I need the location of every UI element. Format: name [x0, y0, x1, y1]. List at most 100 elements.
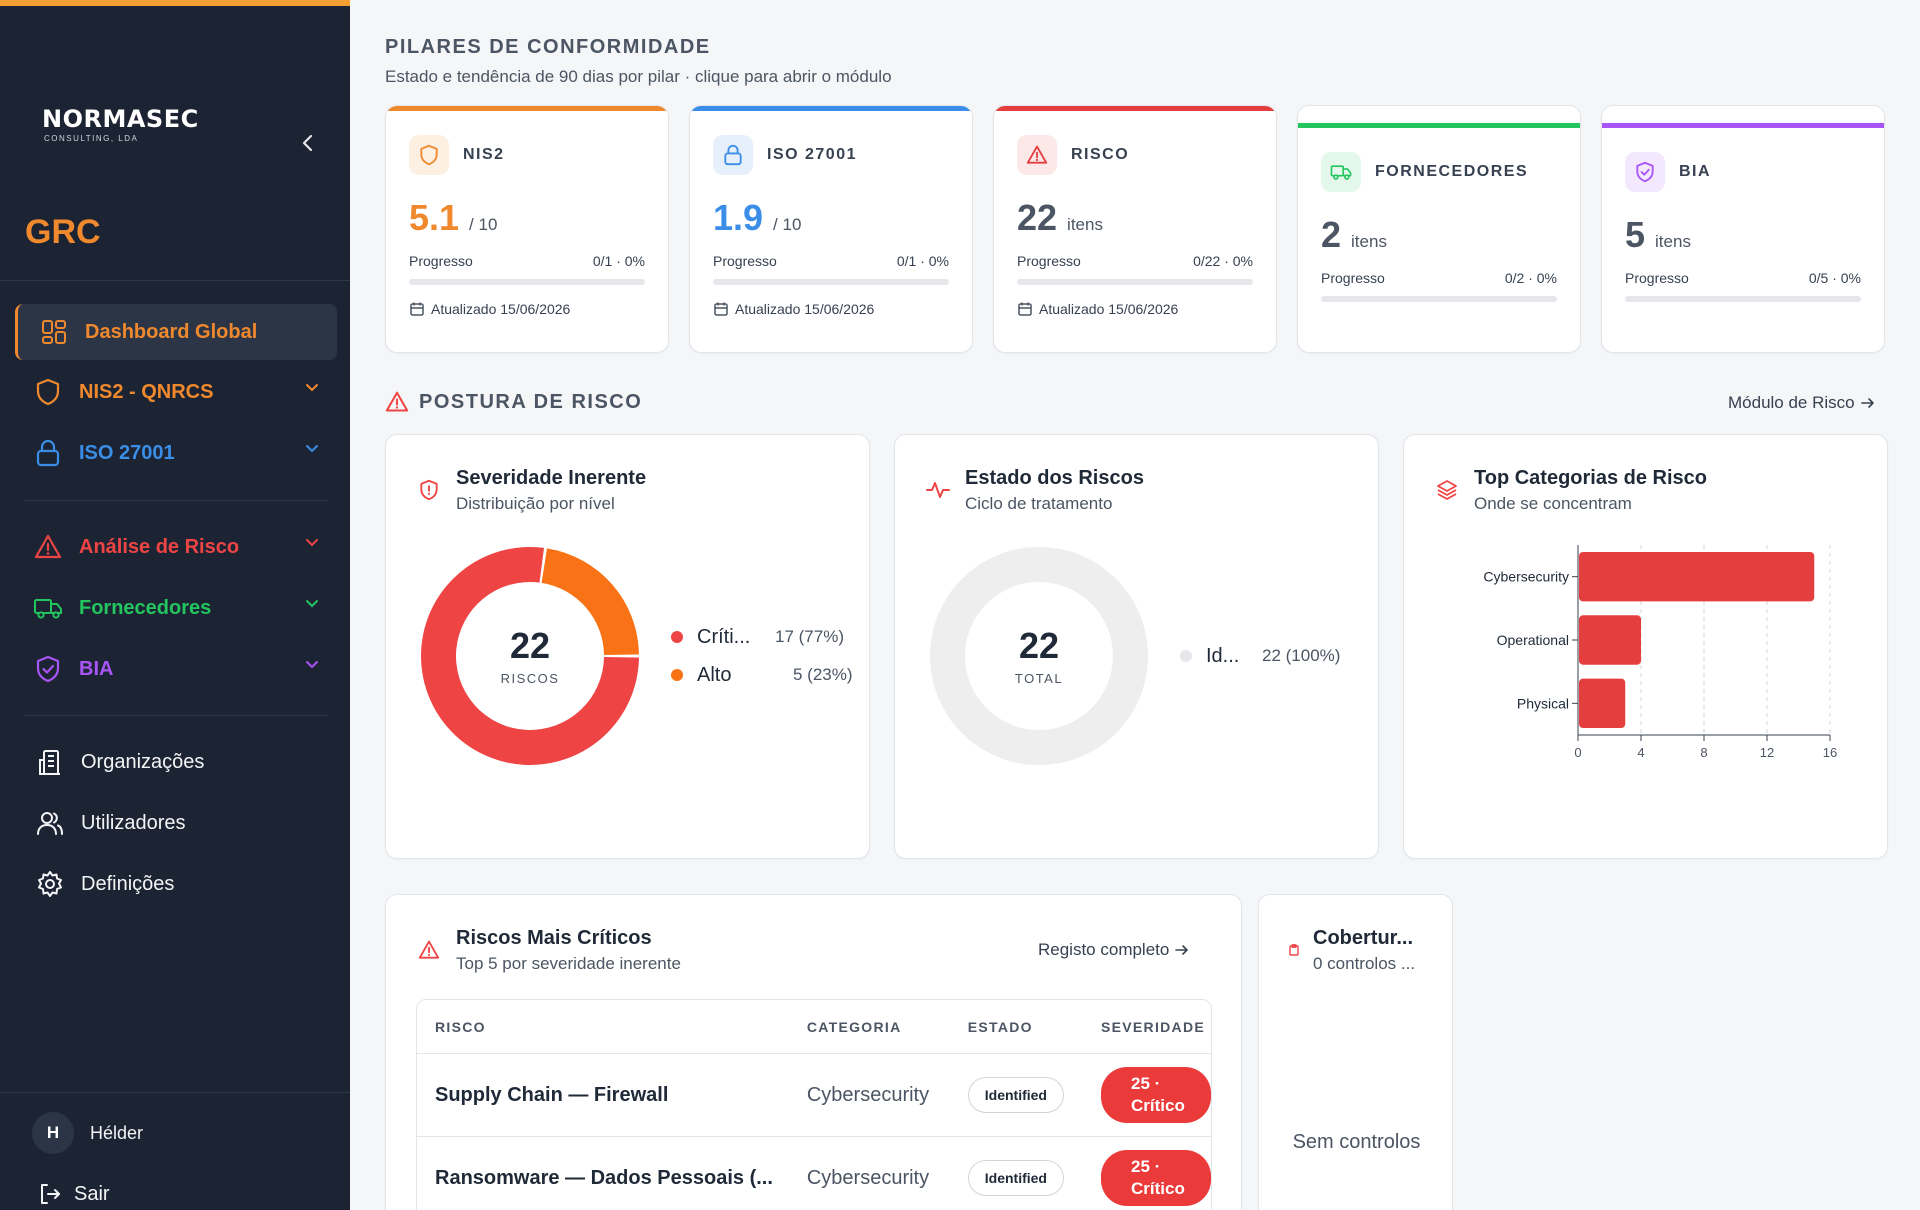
pillar-card-risco[interactable]: RISCO 22 itens Progresso 0/22 · 0% Atuali…	[993, 105, 1277, 353]
nav-label: Definições	[81, 872, 175, 895]
y-tick-label: Operational	[1497, 632, 1569, 648]
updated-date: Atualizado 15/06/2026	[735, 301, 875, 317]
pillar-card-fornecedores[interactable]: FORNECEDORES 2 itens Progresso 0/2 · 0%	[1297, 105, 1581, 353]
progress-label: Progresso	[1321, 270, 1385, 286]
pillars-section-title: PILARES DE CONFORMIDADE	[385, 36, 711, 58]
severity-label: Crítico	[1130, 1096, 1185, 1115]
gear-icon	[35, 869, 65, 899]
pillar-card-nis2[interactable]: NIS2 5.1 / 10 Progresso 0/1 · 0% Atualiza…	[385, 105, 669, 353]
nav-label: Análise de Risco	[79, 535, 240, 558]
progress-text: 0/2 · 0%	[1504, 270, 1557, 286]
logout-button[interactable]: Sair	[38, 1182, 110, 1206]
bar-Cybersecurity[interactable]	[1579, 551, 1815, 602]
collapse-sidebar-button[interactable]	[295, 130, 321, 156]
chevron-down-icon	[306, 384, 318, 392]
nav-utilizadores[interactable]: Utilizadores	[15, 795, 337, 851]
warning-icon	[1017, 135, 1057, 175]
x-tick-label: 4	[1637, 745, 1644, 760]
legend-name: Alto	[697, 663, 732, 686]
nav-nis2-qnrcs[interactable]: NIS2 - QNRCS	[15, 364, 337, 420]
legend-item: Críti... 17 (77%)	[671, 618, 853, 656]
x-tick-label: 8	[1700, 745, 1707, 760]
pillar-card-iso-27001[interactable]: ISO 27001 1.9 / 10 Progresso 0/1 · 0% Atu…	[689, 105, 973, 353]
nav-dashboard-global[interactable]: Dashboard Global	[15, 304, 337, 360]
nav-organizacoes[interactable]: Organizações	[15, 734, 337, 790]
card-title: Severidade Inerente	[456, 467, 647, 489]
column-header-severidade[interactable]: SEVERIDADE	[1082, 1000, 1211, 1054]
nav-definicoes[interactable]: Definições	[15, 856, 337, 912]
x-tick-label: 12	[1760, 745, 1774, 760]
severity-donut-chart	[421, 547, 639, 765]
calendar-icon	[1018, 302, 1032, 316]
card-subtitle: Distribuição por nível	[456, 494, 615, 513]
user-name: Hélder	[90, 1122, 144, 1143]
divider	[0, 280, 350, 281]
pillar-unit: itens	[1351, 232, 1387, 251]
pillar-name: FORNECEDORES	[1375, 163, 1529, 180]
y-tick-label: Cybersecurity	[1483, 569, 1569, 585]
donut-slice-Id...[interactable]	[930, 547, 1148, 765]
progress-text: 0/5 · 0%	[1808, 270, 1861, 286]
chevron-down-icon	[306, 445, 318, 453]
divider	[25, 500, 327, 501]
bar-Operational[interactable]	[1579, 615, 1641, 665]
risk-module-link[interactable]: Módulo de Risco	[1728, 393, 1875, 413]
nav-label: Fornecedores	[79, 596, 212, 619]
status-badge: Identified	[967, 1077, 1064, 1113]
layers-icon	[1434, 477, 1460, 503]
legend-value: 22 (100%)	[1262, 646, 1341, 665]
empty-state: Sem controlos	[1292, 1131, 1421, 1153]
severity-card: Severidade Inerente Distribuição por nív…	[385, 434, 870, 859]
progress-label: Progresso	[1625, 270, 1689, 286]
bar-Physical[interactable]	[1579, 678, 1626, 729]
pillar-card-bia[interactable]: BIA 5 itens Progresso 0/5 · 0%	[1601, 105, 1885, 353]
donut-slice-0[interactable]	[421, 547, 639, 765]
pillar-accent-bar	[1298, 123, 1580, 128]
donut-total-label: TOTAL	[1014, 671, 1064, 686]
nav-label: Dashboard Global	[85, 320, 258, 343]
user-profile[interactable]: H Hélder	[32, 1112, 143, 1154]
nav-label: Utilizadores	[81, 811, 186, 834]
nav-fornecedores[interactable]: Fornecedores	[15, 580, 337, 636]
column-header-risco[interactable]: RISCO	[417, 1000, 789, 1054]
card-title: Top Categorias de Risco	[1474, 467, 1708, 489]
pillar-unit: / 10	[773, 215, 802, 234]
legend-value: 5 (23%)	[793, 665, 853, 684]
table-row[interactable]: Ransomware — Dados Pessoais (... Cyberse…	[417, 1137, 1211, 1210]
donut-slice-1[interactable]	[541, 548, 639, 655]
pillar-accent-bar	[386, 106, 668, 111]
shield-check-icon	[33, 654, 63, 684]
avatar: H	[32, 1112, 74, 1154]
full-register-link[interactable]: Registo completo	[1038, 940, 1189, 960]
table-row[interactable]: Supply Chain — Firewall Cybersecurity Id…	[417, 1054, 1211, 1137]
nav-label: BIA	[79, 657, 114, 680]
column-header-estado[interactable]: ESTADO	[949, 1000, 1083, 1054]
pillar-accent-bar	[690, 106, 972, 111]
activity-icon	[925, 477, 951, 503]
nav-label: Organizações	[81, 750, 205, 773]
pillar-unit: itens	[1067, 215, 1103, 234]
legend-dot	[1180, 650, 1192, 662]
pillar-name: NIS2	[463, 146, 505, 163]
nav-iso-27001[interactable]: ISO 27001	[15, 425, 337, 481]
progress-bar	[1625, 296, 1861, 302]
card-title: Riscos Mais Críticos	[456, 927, 652, 949]
users-icon	[35, 808, 65, 838]
calendar-icon	[714, 302, 728, 316]
logout-label: Sair	[74, 1182, 110, 1205]
progress-bar	[1017, 279, 1253, 285]
severity-legend: Críti... 17 (77%) Alto 5 (23%)	[671, 618, 853, 694]
donut-center: 22 TOTAL	[930, 625, 1148, 686]
lock-icon	[33, 438, 63, 468]
building-icon	[35, 747, 65, 777]
categories-card: Top Categorias de Risco Onde se concentr…	[1403, 434, 1888, 859]
pillar-value: 1.9	[713, 197, 764, 238]
sidebar: NORMASEC CONSULTING, LDA GRC Dashboard G…	[0, 0, 350, 1210]
column-header-categoria[interactable]: CATEGORIA	[788, 1000, 950, 1054]
donut-total: 22	[1018, 625, 1060, 666]
risk-category: Cybersecurity	[789, 1137, 950, 1210]
divider	[25, 715, 327, 716]
nav-bia[interactable]: BIA	[15, 641, 337, 697]
state-card: Estado dos Riscos Ciclo de tratamento 22…	[894, 434, 1379, 859]
nav-analise-de-risco[interactable]: Análise de Risco	[15, 519, 337, 575]
